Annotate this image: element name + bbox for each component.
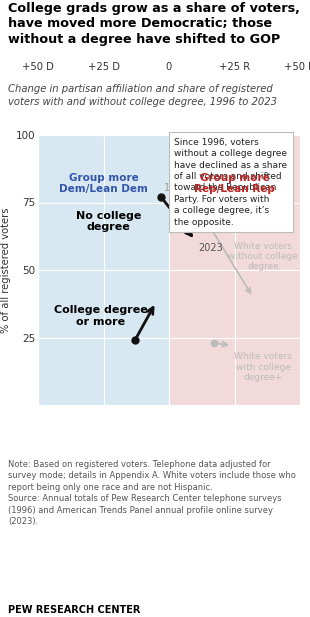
Text: College grads grow as a share of voters,
have moved more Democratic; those
witho: College grads grow as a share of voters,… <box>8 2 300 46</box>
Text: PEW RESEARCH CENTER: PEW RESEARCH CENTER <box>8 605 140 615</box>
Text: 1996: 1996 <box>164 183 188 193</box>
Text: Change in partisan affiliation and share of registered
voters with and without c: Change in partisan affiliation and share… <box>8 85 277 107</box>
Text: 0: 0 <box>166 62 172 72</box>
Text: 2023: 2023 <box>198 243 223 253</box>
Text: College degree
or more: College degree or more <box>54 305 148 326</box>
Text: +50 D: +50 D <box>22 62 54 72</box>
Bar <box>169 135 300 405</box>
Point <box>193 197 198 207</box>
Point <box>132 335 137 345</box>
Bar <box>38 135 169 405</box>
Point <box>211 338 216 348</box>
Text: +50 R: +50 R <box>285 62 310 72</box>
Text: White voters
with college
degree+: White voters with college degree+ <box>234 352 292 382</box>
Point <box>159 192 164 202</box>
Text: Since 1996, voters
without a college degree
have declined as a share
of all vote: Since 1996, voters without a college deg… <box>174 138 287 227</box>
Text: +25 R: +25 R <box>219 62 250 72</box>
Text: No college
degree: No college degree <box>76 210 141 232</box>
Text: Note: Based on registered voters. Telephone data adjusted for
survey mode; detai: Note: Based on registered voters. Teleph… <box>8 460 296 526</box>
Y-axis label: % of all registered voters: % of all registered voters <box>2 207 11 333</box>
Text: +25 D: +25 D <box>87 62 119 72</box>
Text: Group more
Dem/Lean Dem: Group more Dem/Lean Dem <box>59 173 148 194</box>
Text: White voters
without college
degree: White voters without college degree <box>228 242 298 271</box>
Text: Group more
Rep/Lean Rep: Group more Rep/Lean Rep <box>194 173 275 194</box>
